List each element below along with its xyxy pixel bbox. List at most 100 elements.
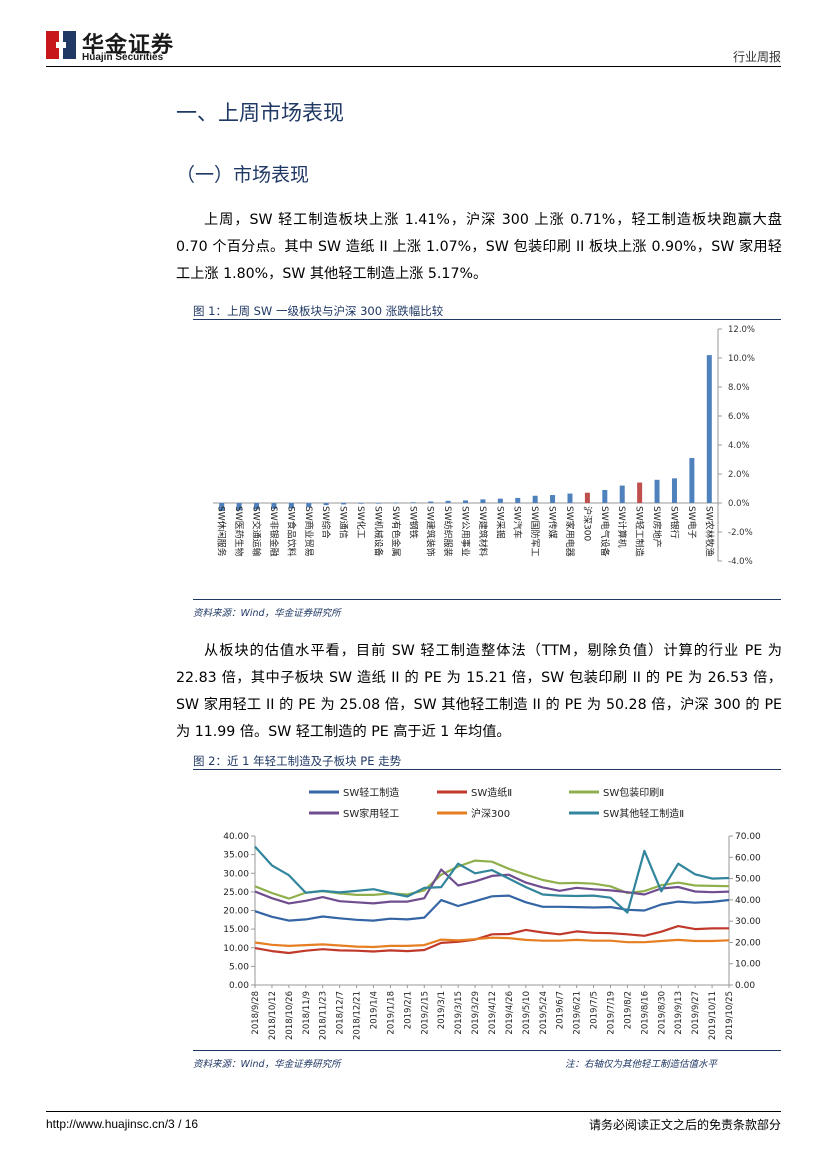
figure1-bottom-rule <box>193 599 781 600</box>
x-tick-label: 2019/3/29 <box>471 991 481 1035</box>
bar <box>393 502 399 504</box>
x-tick-label: 2019/4/26 <box>505 991 515 1035</box>
x-tick-label: 2019/9/27 <box>691 991 701 1035</box>
footer-disclaimer: 请务必阅读正文之后的免责条款部分 <box>588 1118 781 1132</box>
x-tick-label: 2018/10/12 <box>268 991 278 1040</box>
x-tick-label: SW交通运输 <box>251 506 263 557</box>
figure1-title: 图 1：上周 SW 一级板块与沪深 300 涨跌幅比较 <box>193 304 444 318</box>
y-tick-label: 10.0% <box>728 354 755 364</box>
y-tick-label: 6.0% <box>728 412 750 422</box>
x-tick-label: 2019/8/30 <box>657 991 667 1035</box>
bar <box>428 501 434 503</box>
x-tick-label: 2019/5/10 <box>522 991 532 1035</box>
x-tick-label: 2019/6/7 <box>556 991 566 1029</box>
x-tick-label: SW商业贸易 <box>303 506 315 557</box>
y-tick-label: 8.0% <box>728 383 750 393</box>
section-title: 一、上周市场表现 <box>176 101 344 125</box>
bar <box>254 503 260 510</box>
x-tick-label: SW建筑材料 <box>477 506 489 557</box>
x-tick-label: 2019/7/5 <box>590 991 600 1029</box>
bar <box>410 502 416 503</box>
bar <box>219 503 225 511</box>
bar <box>341 503 347 505</box>
y-right-tick-label: 60.00 <box>735 853 761 863</box>
y-tick-label: 2.0% <box>728 470 750 480</box>
x-tick-label: 2018/9/28 <box>251 991 261 1035</box>
x-tick-label: SW国防军工 <box>529 506 541 557</box>
x-tick-label: SW计算机 <box>616 506 628 548</box>
bar <box>689 458 695 503</box>
x-tick-label: SW医药生物 <box>233 506 245 557</box>
series-line <box>254 894 730 922</box>
y-tick-label: -4.0% <box>728 557 753 567</box>
bar <box>584 492 590 503</box>
bar <box>271 503 277 509</box>
x-tick-label: 2019/1/4 <box>370 991 380 1029</box>
x-tick-label: SW轻工制造 <box>634 506 646 557</box>
y-left-tick-label: 30.00 <box>223 869 249 879</box>
figure2-bottom-rule <box>193 1050 781 1051</box>
figure2-top-rule <box>193 769 781 770</box>
bar <box>463 500 468 503</box>
figure1-source: 资料来源：Wind，华金证券研究所 <box>193 608 341 619</box>
pe-trend-line-chart: SW轻工制造 SW造纸Ⅱ SW包装印刷Ⅱ SW家用轻工 沪深300 SW其他轻工制造Ⅱ 40… <box>223 786 761 1040</box>
x-tick-label: 2019/2/1 <box>403 991 413 1029</box>
x-tick-label: SW电子 <box>686 506 698 539</box>
bar <box>375 503 381 504</box>
paragraph-market-performance: 上周，SW 轻工制造板块上涨 1.41%，沪深 300 上涨 0.71%，轻工制… <box>176 212 782 282</box>
x-tick-label: SW电气设备 <box>599 506 611 557</box>
x-tick-label: SW采掘 <box>494 506 506 539</box>
x-tick-label: SW有色金属 <box>390 506 402 557</box>
series-line <box>254 868 730 905</box>
legend-label: SW造纸Ⅱ <box>471 786 512 799</box>
x-tick-label: 2019/8/16 <box>640 991 650 1035</box>
x-tick-label: SW汽车 <box>512 506 524 539</box>
y-left-tick-label: 40.00 <box>223 832 249 842</box>
bar <box>619 485 625 503</box>
sector-change-bar-chart: 12.0% 10.0% 8.0% 6.0% 4.0% 2.0% 0.0% -2.0% -4.0%… <box>213 325 755 567</box>
y-left-tick-label: 15.00 <box>223 925 249 935</box>
company-name-en: Huajin Securities <box>82 52 164 63</box>
y-right-tick-label: 50.00 <box>735 875 761 885</box>
y-tick-label: 4.0% <box>728 441 750 451</box>
company-name-cn: 华金证券 <box>82 33 175 58</box>
series-line <box>254 859 730 900</box>
figure2-title: 图 2：近 1 年轻工制造及子板块 PE 走势 <box>193 754 402 768</box>
figure1-top-rule <box>193 319 781 320</box>
bar <box>654 479 660 503</box>
y-right-tick-label: 40.00 <box>735 896 761 906</box>
bar <box>671 478 677 503</box>
x-tick-label: 2018/10/26 <box>285 991 295 1040</box>
x-tick-label: SW银行 <box>668 506 680 539</box>
bar <box>323 503 329 506</box>
y-tick-label: 0.0% <box>728 499 750 509</box>
x-tick-label: 2019/5/24 <box>539 991 549 1035</box>
x-tick-label: SW非银金融 <box>268 506 280 557</box>
figure2-source: 资料来源：Wind，华金证券研究所 <box>193 1059 341 1070</box>
x-tick-label: 2019/7/19 <box>607 991 617 1035</box>
y-right-tick-label: 0.00 <box>735 981 755 991</box>
y-left-tick-label: 35.00 <box>223 851 249 861</box>
x-tick-label: 2019/8/2 <box>623 991 633 1029</box>
x-tick-label: SW化工 <box>355 506 367 539</box>
y-left-tick-label: 25.00 <box>223 888 249 898</box>
legend-label: SW轻工制造 <box>343 786 399 799</box>
paragraph-valuation: 从板块的估值水平看，目前 SW 轻工制造整体法（TTM，剔除负值）计算的行业 P… <box>176 643 782 740</box>
x-tick-label: 沪深300 <box>581 506 593 541</box>
x-tick-label: SW农林牧渔 <box>703 506 715 557</box>
bar <box>515 497 521 503</box>
x-tick-label: SW家用电器 <box>564 506 576 557</box>
bar <box>706 355 712 503</box>
x-tick-label: 2019/10/25 <box>725 991 735 1040</box>
bar <box>445 500 451 503</box>
footer-url[interactable]: http://www.huajinsc.cn/3 / 16 <box>46 1117 199 1131</box>
x-tick-label: SW休闲服务 <box>216 506 228 557</box>
y-left-tick-label: 5.00 <box>229 962 249 972</box>
figure2-note: 注：右轴仅为其他轻工制造估值水平 <box>565 1059 718 1070</box>
bar <box>602 489 608 503</box>
x-tick-label: SW传媒 <box>547 506 559 539</box>
bar <box>236 503 242 511</box>
header-divider <box>46 66 781 67</box>
legend-label: SW家用轻工 <box>343 807 399 820</box>
x-tick-label: 2019/3/1 <box>437 991 447 1029</box>
